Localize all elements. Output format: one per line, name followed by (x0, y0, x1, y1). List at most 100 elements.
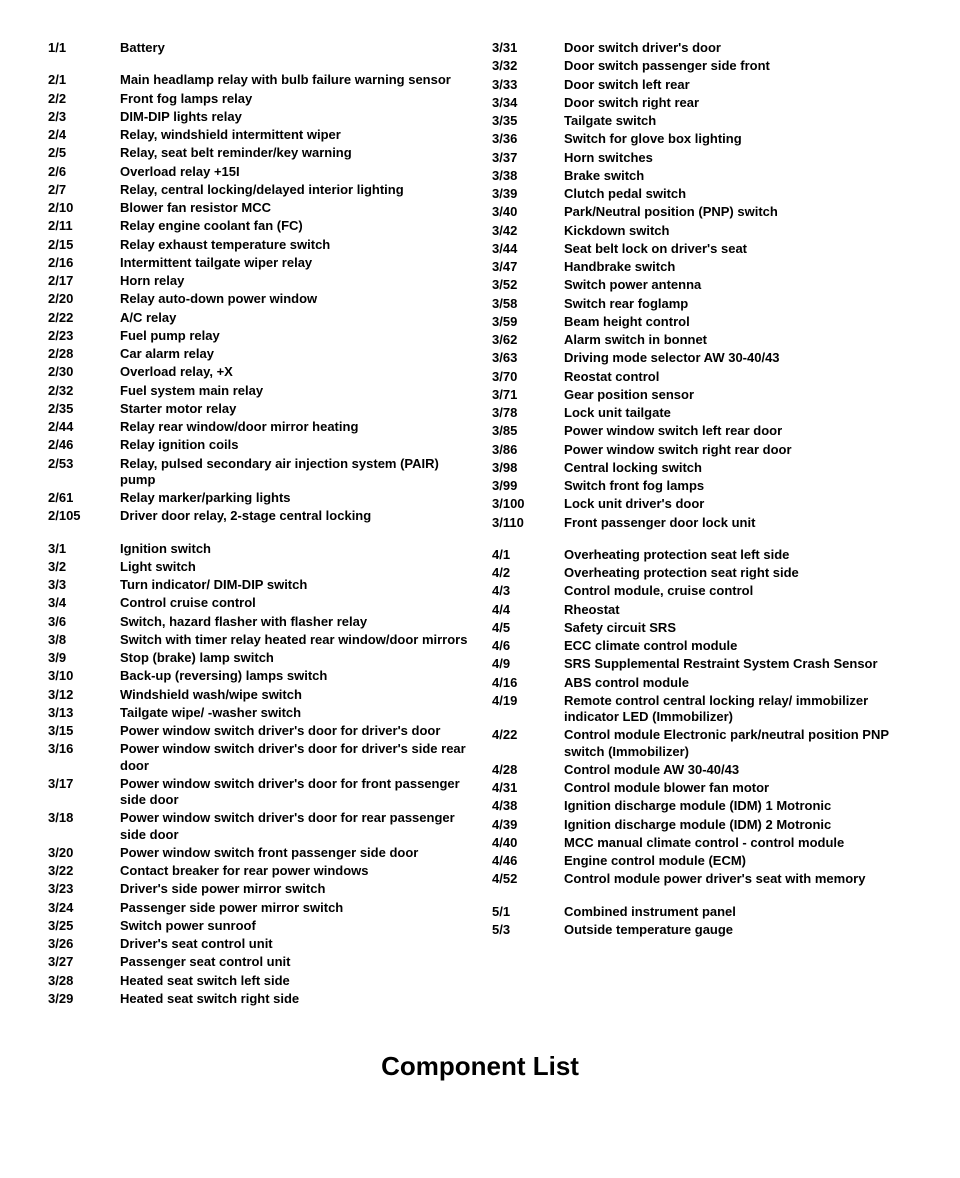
component-code: 2/105 (48, 508, 120, 524)
list-item: 3/9Stop (brake) lamp switch (48, 650, 468, 666)
component-code: 3/58 (492, 296, 564, 312)
component-description: Power window switch left rear door (564, 423, 912, 439)
component-description: MCC manual climate control - control mod… (564, 835, 912, 851)
component-description: Relay ignition coils (120, 437, 468, 453)
component-description: Safety circuit SRS (564, 620, 912, 636)
list-item: 4/5Safety circuit SRS (492, 620, 912, 636)
component-description: Switch rear foglamp (564, 296, 912, 312)
list-item: 4/4Rheostat (492, 602, 912, 618)
list-item: 4/19Remote control central locking relay… (492, 693, 912, 726)
list-item: 3/23Driver's side power mirror switch (48, 881, 468, 897)
list-item: 3/42Kickdown switch (492, 223, 912, 239)
component-code: 5/3 (492, 922, 564, 938)
page-title: Component List (48, 1051, 912, 1082)
component-code: 2/32 (48, 383, 120, 399)
list-item: 3/70Reostat control (492, 369, 912, 385)
list-item: 3/17Power window switch driver's door fo… (48, 776, 468, 809)
component-code: 3/70 (492, 369, 564, 385)
component-description: Overheating protection seat left side (564, 547, 912, 563)
list-item: 3/2Light switch (48, 559, 468, 575)
component-code: 3/25 (48, 918, 120, 934)
component-description: Power window switch driver's door for dr… (120, 741, 468, 774)
component-code: 4/9 (492, 656, 564, 672)
component-description: Seat belt lock on driver's seat (564, 241, 912, 257)
component-code: 2/10 (48, 200, 120, 216)
list-item: 4/46Engine control module (ECM) (492, 853, 912, 869)
component-code: 3/100 (492, 496, 564, 512)
component-code: 3/12 (48, 687, 120, 703)
list-item: 2/2Front fog lamps relay (48, 91, 468, 107)
component-code: 3/32 (492, 58, 564, 74)
component-code: 3/44 (492, 241, 564, 257)
component-description: Control cruise control (120, 595, 468, 611)
component-description: Horn switches (564, 150, 912, 166)
component-code: 3/85 (492, 423, 564, 439)
component-code: 4/31 (492, 780, 564, 796)
list-item: 2/32Fuel system main relay (48, 383, 468, 399)
component-code: 2/53 (48, 456, 120, 472)
list-item: 2/30Overload relay, +X (48, 364, 468, 380)
list-item: 3/25Switch power sunroof (48, 918, 468, 934)
component-code: 3/62 (492, 332, 564, 348)
list-item: 3/18Power window switch driver's door fo… (48, 810, 468, 843)
component-description: A/C relay (120, 310, 468, 326)
component-description: Relay, seat belt reminder/key warning (120, 145, 468, 161)
list-item: 3/4Control cruise control (48, 595, 468, 611)
component-code: 3/36 (492, 131, 564, 147)
component-group: 3/1Ignition switch3/2Light switch3/3Turn… (48, 541, 468, 1008)
component-description: Battery (120, 40, 468, 56)
component-description: Driver door relay, 2-stage central locki… (120, 508, 468, 524)
component-description: Overload relay, +X (120, 364, 468, 380)
component-code: 2/44 (48, 419, 120, 435)
component-description: Ignition switch (120, 541, 468, 557)
list-item: 3/15Power window switch driver's door fo… (48, 723, 468, 739)
component-description: SRS Supplemental Restraint System Crash … (564, 656, 912, 672)
component-code: 2/46 (48, 437, 120, 453)
list-item: 3/37Horn switches (492, 150, 912, 166)
component-code: 3/23 (48, 881, 120, 897)
list-item: 3/13Tailgate wipe/ -washer switch (48, 705, 468, 721)
component-description: Switch power antenna (564, 277, 912, 293)
component-code: 3/18 (48, 810, 120, 826)
component-code: 2/61 (48, 490, 120, 506)
component-code: 3/17 (48, 776, 120, 792)
component-code: 3/27 (48, 954, 120, 970)
list-item: 3/22Contact breaker for rear power windo… (48, 863, 468, 879)
component-description: Relay rear window/door mirror heating (120, 419, 468, 435)
list-item: 2/28Car alarm relay (48, 346, 468, 362)
component-description: Driving mode selector AW 30-40/43 (564, 350, 912, 366)
component-description: Control module Electronic park/neutral p… (564, 727, 912, 760)
component-description: Front passenger door lock unit (564, 515, 912, 531)
list-item: 2/17Horn relay (48, 273, 468, 289)
list-item: 2/11Relay engine coolant fan (FC) (48, 218, 468, 234)
list-item: 5/1Combined instrument panel (492, 904, 912, 920)
list-item: 2/6Overload relay +15I (48, 164, 468, 180)
component-description: Turn indicator/ DIM-DIP switch (120, 577, 468, 593)
component-description: DIM-DIP lights relay (120, 109, 468, 125)
component-description: ECC climate control module (564, 638, 912, 654)
right-column: 3/31Door switch driver's door3/32Door sw… (492, 40, 912, 1023)
list-item: 1/1Battery (48, 40, 468, 56)
component-code: 3/59 (492, 314, 564, 330)
component-code: 2/3 (48, 109, 120, 125)
component-code: 2/5 (48, 145, 120, 161)
component-code: 3/16 (48, 741, 120, 757)
component-group: 5/1Combined instrument panel5/3Outside t… (492, 904, 912, 939)
component-description: Door switch left rear (564, 77, 912, 93)
component-description: Relay engine coolant fan (FC) (120, 218, 468, 234)
component-description: Control module AW 30-40/43 (564, 762, 912, 778)
component-code: 3/99 (492, 478, 564, 494)
component-code: 2/23 (48, 328, 120, 344)
component-description: Door switch right rear (564, 95, 912, 111)
component-description: Main headlamp relay with bulb failure wa… (120, 72, 468, 88)
component-code: 3/38 (492, 168, 564, 184)
component-code: 2/30 (48, 364, 120, 380)
list-item: 3/40Park/Neutral position (PNP) switch (492, 204, 912, 220)
list-item: 2/7Relay, central locking/delayed interi… (48, 182, 468, 198)
component-code: 3/4 (48, 595, 120, 611)
component-code: 3/10 (48, 668, 120, 684)
component-description: Rheostat (564, 602, 912, 618)
list-item: 3/39Clutch pedal switch (492, 186, 912, 202)
list-item: 4/28Control module AW 30-40/43 (492, 762, 912, 778)
component-code: 3/1 (48, 541, 120, 557)
